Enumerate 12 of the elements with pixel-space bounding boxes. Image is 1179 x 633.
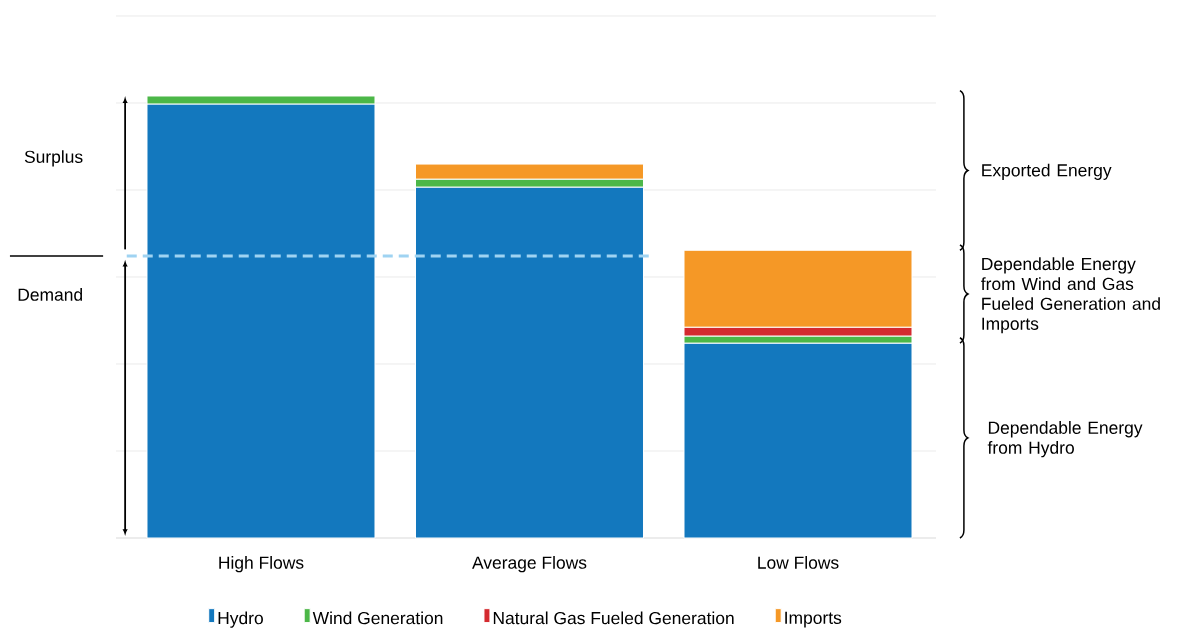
- legend-label: Natural Gas Fueled Generation: [493, 611, 734, 625]
- x-tick-label: Low Flows: [758, 556, 839, 569]
- text: Dependable Energy from Wind and Gas Fueled Generation and Imports: [981, 257, 1160, 334]
- x-tick-label: High Flows: [219, 556, 304, 573]
- text: Demand: [18, 288, 83, 301]
- text: Surplus: [24, 150, 83, 167]
- legend-label: Hydro: [218, 611, 263, 628]
- text: Dependable Energy from Hydro: [987, 421, 1143, 458]
- legend-label: Wind Generation: [312, 611, 443, 625]
- legend-label: Imports: [785, 611, 842, 628]
- x-tick-label: Average Flows: [472, 556, 587, 573]
- text: Exported Energy: [982, 163, 1112, 180]
